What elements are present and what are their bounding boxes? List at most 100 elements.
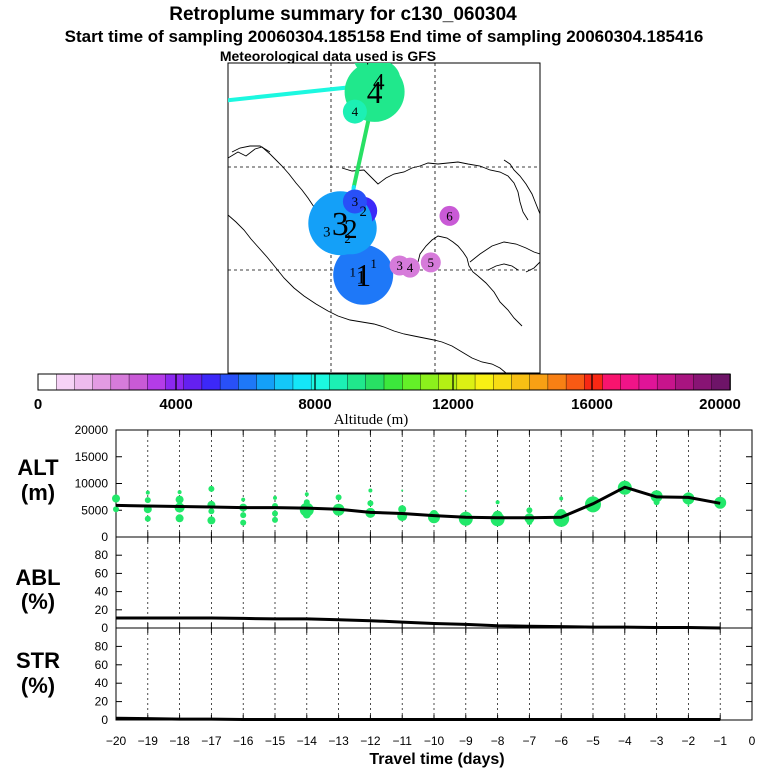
colorbar-cell [365,373,385,391]
x-tick-label: −9 [459,734,473,748]
colorbar-cell [456,373,476,391]
plume-marker-day-label: 2 [344,214,358,244]
plume-marker-blob [356,63,401,104]
altitude-sample-point [335,494,342,501]
colorbar-cell [56,373,76,391]
colorbar-tick-0: 0 [34,396,42,413]
colorbar-tick-20000: 20000 [699,396,741,413]
y-tick-label: 60 [95,566,109,580]
x-tick-label: −20 [106,734,127,748]
y-tick-label: 40 [95,585,109,599]
colorbar-cell [402,373,422,391]
x-tick-label: −16 [233,734,254,748]
colorbar-cell [438,373,458,391]
y-tick-label: 15000 [75,450,109,464]
plume-marker-day-label: 3 [396,258,403,273]
altitude-sample-point [208,508,215,515]
colorbar-cell [383,373,404,391]
colorbar-cell [238,373,258,391]
y-tick-label: 0 [101,713,108,727]
plume-marker-day-label: 1 [356,268,365,289]
altitude-sample-point [401,489,404,492]
str-label-line2: (%) [21,673,55,698]
plume-marker-day-label: 5 [428,255,435,270]
str-label-line1: STR [16,648,60,673]
x-tick-label: −8 [491,734,505,748]
x-tick-label: −14 [297,734,318,748]
y-tick-label: 20000 [75,423,109,437]
plume-marker-blob [400,257,420,278]
altitude-sample-point [208,485,215,492]
colorbar-cell [420,373,440,391]
altitude-sample-point [113,506,119,513]
colorbar-cell [310,373,331,391]
y-tick-label: 0 [101,621,108,635]
colorbar-cell [511,373,531,391]
altitude-sample-point [240,512,247,519]
abl-fraction-line [116,616,721,630]
colorbar-tick-12000: 12000 [432,396,474,413]
altitude-sample-point [144,515,151,522]
altitude-sample-point [177,490,182,495]
altitude-sample-point [241,497,246,502]
x-tick-label: −2 [682,734,696,748]
colorbar-cells [37,373,731,391]
colorbar-cell [547,373,567,391]
alt-label-line1: ALT [17,455,59,480]
y-tick-label: 20 [95,603,109,617]
colorbar-cell [620,373,640,391]
colorbar-cell [474,373,495,391]
altitude-sample-point [526,507,533,514]
x-tick-label: −4 [618,734,632,748]
altitude-sample-point [273,495,277,500]
plume-marker-blob [342,189,367,214]
colorbar-cell [693,373,713,391]
title-line-1: Retroplume summary for c130_060304 [169,4,517,25]
abl-label-line2: (%) [21,589,55,614]
plume-marker-day-label: 1 [350,264,357,279]
y-tick-label: 80 [95,548,109,562]
colorbar-cell [165,373,185,391]
altitude-sample-point [240,519,247,526]
x-tick-label: −11 [392,734,412,748]
altitude-sample-point [302,510,311,519]
plume-marker-day-label: 1 [355,258,371,293]
altitude-sample-point [175,514,184,523]
altitude-sample-point [367,500,374,507]
altitude-sample-point [398,505,407,514]
plume-marker-day-label: 3 [323,225,330,241]
plume-marker-day-label: 6 [446,209,453,224]
y-tick-label: 5000 [81,503,108,517]
colorbar-cell [292,373,312,391]
colorbar-cell [656,373,677,391]
altitude-sample-point [112,494,120,503]
plume-marker-blob [340,259,365,284]
colorbar-cell [565,373,586,391]
plume-marker-blob [361,251,386,276]
colorbar-cell [347,373,367,391]
plume-marker-day-label: 2 [360,204,367,220]
plume-marker-blob [420,252,441,273]
title-line-3: Meteorological data used is GFS [220,48,436,64]
colorbar-frame [37,373,731,391]
colorbar-label: Altitude (m) [334,412,409,428]
alt-plot: 0 5000 10000 15000 20000 [75,423,753,544]
altitude-sample-point [272,510,278,517]
colorbar-cell [329,373,349,391]
abl-label-line1: ABL [15,565,60,590]
x-tick-label: −7 [523,734,537,748]
colorbar-cell [529,373,549,391]
altitude-sample-point [559,496,564,501]
colorbar-cell [493,373,513,391]
altitude-sample-point [145,490,150,495]
plume-marker-day-label: 2 [344,231,351,246]
colorbar-cell [675,373,695,391]
colorbar-cell [256,373,276,391]
x-tick-label: 0 [749,734,756,748]
altitude-sample-point [490,512,505,527]
x-tick-label: −1 [713,734,727,748]
coastlines [228,145,540,373]
median-altitude-line [115,485,721,520]
